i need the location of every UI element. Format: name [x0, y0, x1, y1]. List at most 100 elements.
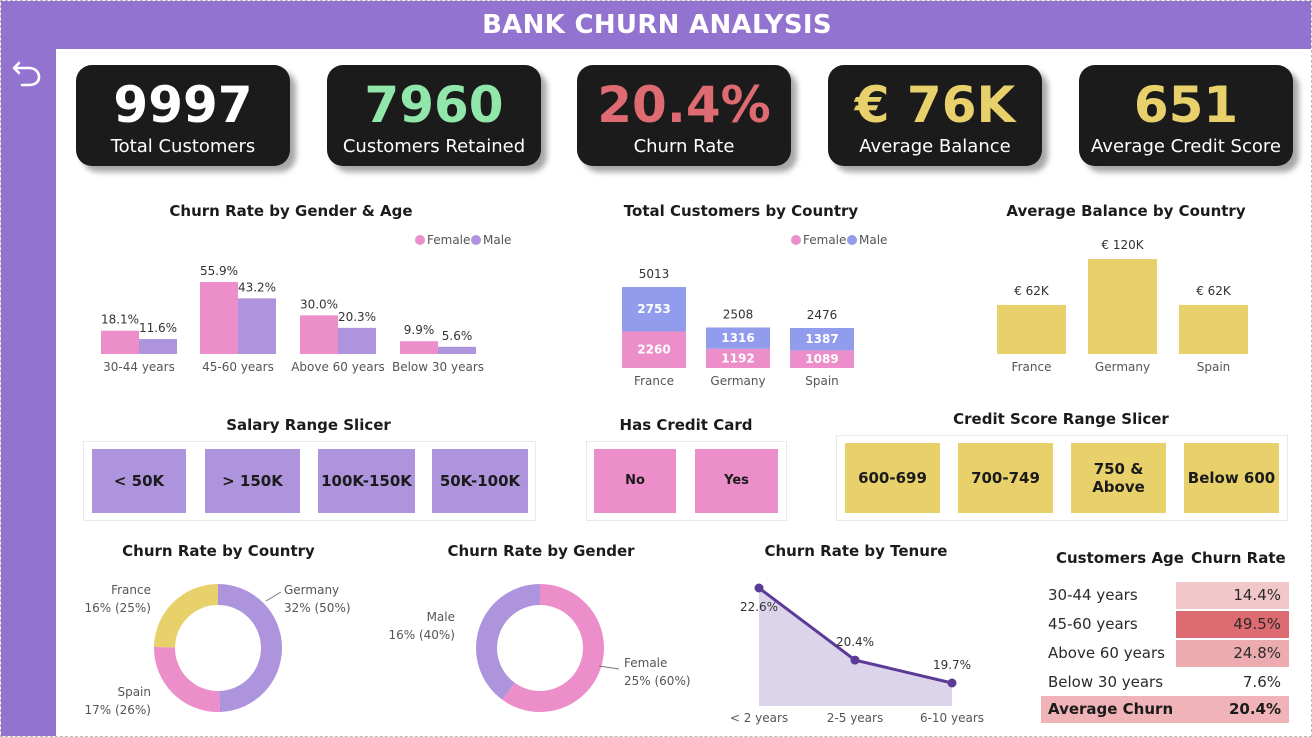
x-tick-label: Spain — [1197, 360, 1231, 374]
x-tick-label: 30-44 years — [103, 360, 175, 374]
stacked-bar-female — [790, 350, 854, 368]
stacked-bar-male — [622, 287, 686, 332]
segment-data-label: 1316 — [721, 331, 754, 345]
bar-female — [101, 330, 139, 354]
kpi-label: Average Balance — [859, 136, 1011, 157]
table-cell-rate: 49.5% — [1233, 615, 1281, 633]
kpi-value: 9997 — [113, 76, 253, 134]
bar-female — [200, 282, 238, 354]
table-header-age: Customers Age — [1056, 549, 1184, 567]
stacked-bar-male — [706, 327, 770, 349]
credit-score-option-below-600[interactable]: Below 600 — [1184, 443, 1279, 513]
credit-score-option-750-above[interactable]: 750 & Above — [1071, 443, 1166, 513]
bar-total-label: 2508 — [723, 307, 754, 321]
tenure-point — [947, 678, 957, 688]
rate-heat-cell — [1176, 611, 1289, 638]
x-tick-label: Spain — [805, 374, 839, 388]
legend-marker-female — [791, 235, 801, 245]
back-arrow-icon[interactable] — [10, 55, 44, 89]
chart-title-churn-tenure: Churn Rate by Tenure — [764, 542, 948, 560]
salary-option-50k-100k[interactable]: 50K-100K — [432, 449, 528, 513]
point-data-label: 22.6% — [740, 600, 778, 614]
credit-score-option-600-699[interactable]: 600-699 — [845, 443, 940, 513]
x-tick-label: France — [1012, 360, 1052, 374]
bar-data-label: € 120K — [1101, 238, 1144, 252]
donut-label-detail: 17% (26%) — [84, 703, 151, 717]
bar-data-label: 11.6% — [139, 321, 177, 335]
kpi-label: Churn Rate — [633, 136, 735, 157]
legend-marker-female — [415, 235, 425, 245]
x-tick-label: 6-10 years — [920, 711, 984, 725]
credit-card-slicer-title: Has Credit Card — [619, 416, 753, 434]
x-tick-label: Above 60 years — [291, 360, 385, 374]
kpi-total-customers: 9997 Total Customers — [76, 65, 290, 166]
bar-data-label: 55.9% — [200, 264, 238, 278]
bar-balance — [1179, 304, 1248, 354]
table-cell-age: Below 30 years — [1048, 673, 1164, 691]
bar-data-label: € 62K — [1196, 284, 1232, 298]
bar-total-label: 5013 — [639, 267, 670, 281]
kpi-value: € 76K — [854, 76, 1016, 134]
donut-label-name: Spain — [117, 685, 151, 699]
salary-option-100k-150k[interactable]: 100K-150K — [318, 449, 415, 513]
chart-churn-tenure: 22.6% 20.4% 19.7% < 2 years 2-5 years 6-10 ye… — [730, 583, 984, 725]
legend-label-male: Male — [483, 233, 511, 247]
kpi-churn-rate: 20.4% Churn Rate — [577, 65, 791, 166]
bar-female — [300, 315, 338, 354]
table-cell-age: 30-44 years — [1048, 586, 1138, 604]
table-cell-age: 45-60 years — [1048, 615, 1138, 633]
credit-score-option-700-749[interactable]: 700-749 — [958, 443, 1053, 513]
salary-option-under-50k[interactable]: < 50K — [92, 449, 186, 513]
stacked-bar-female — [706, 348, 770, 368]
credit-card-option-yes[interactable]: Yes — [695, 449, 778, 513]
chart-title-customers-country: Total Customers by Country — [623, 202, 859, 220]
bar-data-label: 18.1% — [101, 313, 139, 327]
stacked-bar-male — [790, 327, 854, 351]
bar-data-label: 20.3% — [338, 310, 376, 324]
point-data-label: 20.4% — [836, 635, 874, 649]
donut-label-detail: 25% (60%) — [624, 674, 691, 688]
x-tick-label: 2-5 years — [827, 711, 883, 725]
table-cell-rate: 14.4% — [1233, 586, 1281, 604]
age-churn-table: Customers Age Churn Rate 30-44 years 14.4… — [1041, 541, 1289, 726]
credit-card-option-no[interactable]: No — [594, 449, 676, 513]
bar-balance — [997, 304, 1066, 354]
x-tick-label: Germany — [1095, 360, 1150, 374]
chart-title-gender-age: Churn Rate by Gender & Age — [169, 202, 413, 220]
bar-data-label: 5.6% — [442, 329, 473, 343]
segment-data-label: 2260 — [637, 343, 670, 357]
rate-heat-cell — [1176, 640, 1289, 667]
x-tick-label: < 2 years — [730, 711, 788, 725]
donut-label-name: Male — [427, 610, 455, 624]
tenure-point — [754, 583, 764, 593]
bar-male — [238, 298, 276, 354]
x-tick-label: Below 30 years — [392, 360, 484, 374]
table-header-rate: Churn Rate — [1191, 549, 1286, 567]
legend-marker-male — [471, 235, 481, 245]
table-cell-rate: 7.6% — [1242, 673, 1281, 691]
legend-label-male: Male — [859, 233, 887, 247]
segment-data-label: 1192 — [721, 351, 754, 365]
donut-label-name: Female — [624, 656, 667, 670]
x-tick-label: Germany — [710, 374, 765, 388]
legend-label-female: Female — [803, 233, 846, 247]
bar-data-label: 43.2% — [238, 280, 276, 294]
salary-option-over-150k[interactable]: > 150K — [205, 449, 300, 513]
point-data-label: 19.7% — [933, 658, 971, 672]
leader-line — [598, 665, 620, 670]
table-row: Above 60 years 24.8% — [1041, 639, 1289, 668]
chart-customers-country: Female Male 2260 2753 5013 France 1192 1316 2508… — [622, 233, 887, 388]
donut-slice-male — [476, 584, 540, 700]
legend-label-female: Female — [427, 233, 470, 247]
chart-title-balance-country: Average Balance by Country — [1006, 202, 1246, 220]
table-row: Below 30 years 7.6% — [1041, 668, 1289, 697]
kpi-label: Customers Retained — [342, 136, 526, 157]
x-tick-label: 45-60 years — [202, 360, 274, 374]
kpi-value: 7960 — [364, 76, 504, 134]
table-total-row: Average Churn 20.4% — [1041, 696, 1289, 723]
bar-data-label: 9.9% — [404, 323, 435, 337]
legend-marker-male — [847, 235, 857, 245]
table-cell-rate: 24.8% — [1233, 644, 1281, 662]
kpi-value: 651 — [1133, 76, 1239, 134]
